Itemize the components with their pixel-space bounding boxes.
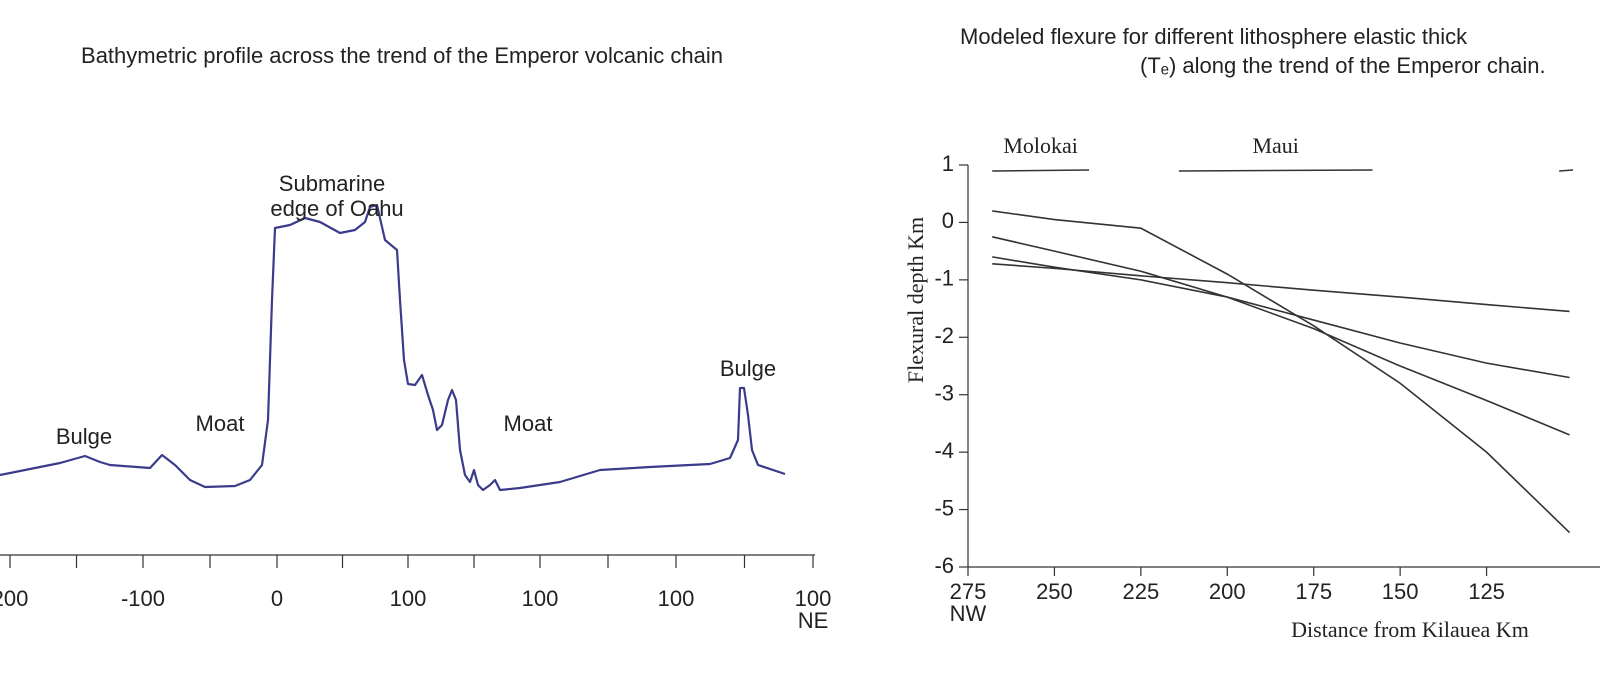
island-extent [1559, 169, 1574, 172]
y-tick-label: -6 [934, 553, 954, 578]
chart-subtitle: (Tₑ) along the trend of the Emperor chai… [1140, 53, 1546, 78]
chart-title: Modeled flexure for different lithospher… [960, 24, 1468, 49]
x-start-label: NW [950, 601, 987, 626]
x-tick-label: -100 [121, 586, 165, 611]
x-tick-label: 200 [1209, 579, 1246, 604]
x-tick-label: 100 [522, 586, 559, 611]
bathymetric-profile [0, 203, 786, 492]
profile-title: Bathymetric profile across the trend of … [81, 43, 723, 68]
y-tick-label: -2 [934, 323, 954, 348]
x-tick-label: 275 [950, 579, 987, 604]
flexure-line [992, 210, 1571, 534]
annotation: Submarine [279, 171, 385, 196]
x-tick-label: 250 [1036, 579, 1073, 604]
y-tick-label: -3 [934, 381, 954, 406]
y-axis-label: Flexural depth Km [903, 217, 928, 383]
island-label: Maui [1252, 133, 1298, 158]
y-tick-label: -5 [934, 495, 954, 520]
x-axis-label: Distance from Kilauea Km [1291, 617, 1529, 642]
y-tick-label: 1 [942, 151, 954, 176]
flexure-line [992, 236, 1570, 436]
annotation: Bulge [56, 424, 112, 449]
y-tick-label: -1 [934, 266, 954, 291]
annotation: Bulge [720, 356, 776, 381]
island-extent [992, 169, 1090, 172]
island-label: Molokai [1003, 133, 1078, 158]
annotation: edge of Oahu [270, 196, 403, 221]
annotation: Moat [504, 411, 553, 436]
x-tick-label: 175 [1295, 579, 1332, 604]
x-tick-label: 100 [658, 586, 695, 611]
x-tick-label: 225 [1122, 579, 1159, 604]
y-tick-label: -4 [934, 438, 954, 463]
x-tick-label: 100 [795, 586, 832, 611]
x-tick-label: 150 [1382, 579, 1419, 604]
profile-panel: Bathymetric profile across the trend of … [0, 43, 828, 633]
x-tick-label: 0 [271, 586, 283, 611]
x-end-label: NE [798, 608, 829, 633]
island-extent [1178, 169, 1373, 172]
x-tick-label: 100 [390, 586, 427, 611]
x-tick-label: 200 [0, 586, 28, 611]
y-tick-label: 0 [942, 208, 954, 233]
x-tick-label: 125 [1468, 579, 1505, 604]
flexure-line [992, 262, 1570, 313]
annotation: Moat [196, 411, 245, 436]
